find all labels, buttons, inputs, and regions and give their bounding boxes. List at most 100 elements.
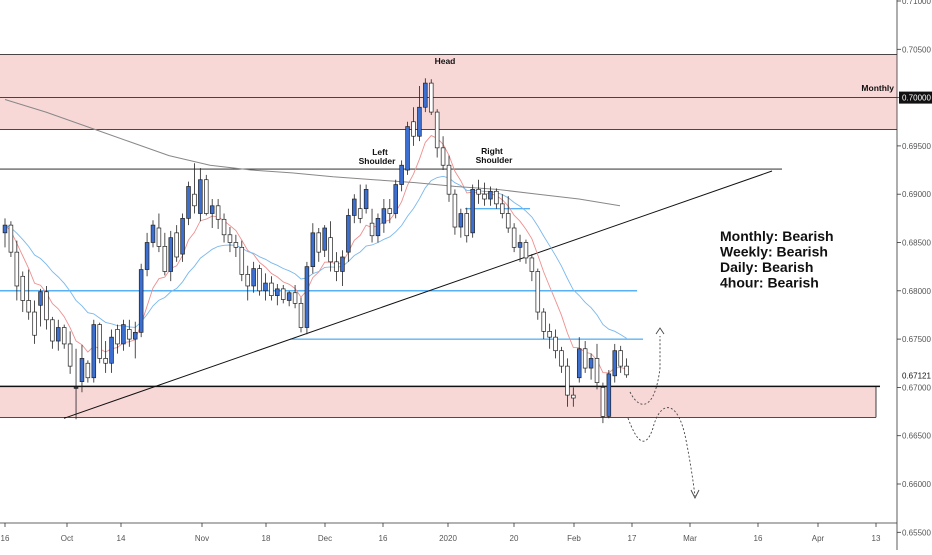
y-tick-label: 0.71000 bbox=[902, 0, 931, 6]
candle-bearish bbox=[14, 251, 20, 287]
candle-bearish bbox=[535, 271, 541, 313]
candle-bearish bbox=[328, 237, 333, 263]
price-label: 0.70000 bbox=[902, 94, 931, 103]
candle-bullish bbox=[144, 242, 150, 270]
candle-bullish bbox=[612, 350, 618, 377]
blue-moving-average bbox=[4, 175, 627, 339]
right-shoulder-label: Shoulder bbox=[476, 155, 514, 165]
right-shoulder-label: Right bbox=[481, 146, 503, 156]
candle-bullish bbox=[138, 269, 144, 333]
candle-bearish bbox=[85, 362, 91, 379]
x-tick-label: Apr bbox=[812, 534, 825, 543]
candle-bearish bbox=[446, 164, 452, 195]
candle-bullish bbox=[186, 186, 191, 219]
candle-bearish bbox=[26, 300, 31, 313]
candle-bearish bbox=[559, 350, 564, 367]
candle-bearish bbox=[227, 234, 233, 243]
candle-bullish bbox=[310, 232, 316, 267]
candle-bearish bbox=[452, 193, 458, 228]
x-tick-label: 16 bbox=[379, 534, 388, 543]
candle-bearish bbox=[440, 147, 446, 166]
candle-bullish bbox=[488, 190, 493, 200]
y-tick-label: 0.69000 bbox=[902, 190, 931, 199]
y-tick-label: 0.69500 bbox=[902, 142, 931, 151]
forecast-path bbox=[627, 407, 696, 497]
candle-bearish bbox=[594, 358, 600, 383]
candle-bearish bbox=[428, 82, 434, 113]
y-tick-label: 0.65500 bbox=[902, 528, 931, 537]
candle-bullish bbox=[150, 224, 156, 243]
x-tick-label: Mar bbox=[683, 534, 697, 543]
candle-bearish bbox=[245, 274, 250, 287]
candle-bearish bbox=[505, 213, 511, 229]
candle-bearish bbox=[464, 213, 470, 237]
upper-resistance-zone bbox=[0, 54, 897, 130]
forecast-arrow bbox=[655, 327, 665, 335]
x-tick-label: 18 bbox=[262, 534, 271, 543]
candle-bullish bbox=[109, 336, 114, 364]
candle-bearish bbox=[215, 205, 221, 220]
candle-bullish bbox=[381, 208, 387, 224]
y-tick-label: 0.67500 bbox=[902, 335, 931, 344]
x-tick-label: Oct bbox=[61, 534, 74, 543]
candle-bearish bbox=[174, 232, 179, 258]
bias-line: Daily: Bearish bbox=[720, 259, 813, 275]
candle-bullish bbox=[91, 324, 97, 379]
x-tick-label: 2020 bbox=[439, 534, 457, 543]
candle-bearish bbox=[239, 246, 245, 275]
y-tick-label: 0.68500 bbox=[902, 239, 931, 248]
candle-bearish bbox=[298, 303, 304, 328]
y-tick-label: 0.66500 bbox=[902, 432, 931, 441]
candle-bullish bbox=[304, 266, 310, 328]
candle-bullish bbox=[209, 205, 215, 214]
price-label: 0.67121 bbox=[902, 372, 931, 381]
candle-bullish bbox=[79, 358, 85, 382]
y-tick-label: 0.68000 bbox=[902, 287, 931, 296]
candle-bullish bbox=[286, 292, 292, 301]
x-tick-label: Nov bbox=[195, 534, 209, 543]
candle-bearish bbox=[156, 227, 162, 247]
candle-bearish bbox=[192, 193, 197, 207]
candle-bullish bbox=[180, 218, 185, 255]
x-tick-label: 16 bbox=[754, 534, 763, 543]
candle-bearish bbox=[103, 358, 108, 364]
candle-bearish bbox=[292, 292, 298, 304]
candle-bearish bbox=[32, 311, 37, 336]
candle-bearish bbox=[476, 189, 481, 195]
x-tick-label: 17 bbox=[628, 534, 637, 543]
x-tick-label: 16 bbox=[1, 534, 10, 543]
candle-bullish bbox=[458, 213, 464, 228]
candle-bearish bbox=[162, 246, 168, 272]
candle-bullish bbox=[470, 189, 475, 234]
candle-bullish bbox=[346, 215, 351, 253]
candle-bearish bbox=[127, 329, 132, 340]
candle-bullish bbox=[56, 327, 61, 342]
candle-bearish bbox=[233, 242, 239, 248]
left-shoulder-label: Shoulder bbox=[359, 156, 397, 166]
bias-line: 4hour: Bearish bbox=[720, 275, 819, 291]
candle-bearish bbox=[280, 288, 286, 300]
x-tick-label: 13 bbox=[872, 534, 881, 543]
candle-bullish bbox=[417, 106, 422, 137]
candle-bullish bbox=[423, 82, 428, 108]
candle-bearish bbox=[20, 275, 26, 301]
candle-bearish bbox=[269, 282, 274, 296]
candle-bearish bbox=[571, 394, 576, 399]
candle-bearish bbox=[334, 261, 339, 272]
candle-bearish bbox=[547, 331, 552, 338]
y-tick-label: 0.67000 bbox=[902, 383, 931, 392]
candle-bearish bbox=[434, 111, 440, 149]
x-tick-label: Dec bbox=[318, 534, 332, 543]
candle-bearish bbox=[316, 232, 322, 253]
candle-bearish bbox=[511, 227, 517, 248]
candle-bearish bbox=[529, 257, 535, 272]
left-shoulder-label: Left bbox=[372, 147, 388, 157]
candle-bullish bbox=[340, 256, 345, 272]
candle-bearish bbox=[204, 179, 209, 214]
candle-bearish bbox=[8, 224, 14, 253]
candle-bearish bbox=[50, 319, 55, 342]
slow-moving-average bbox=[4, 99, 621, 207]
candle-bearish bbox=[221, 218, 227, 236]
candle-bearish bbox=[411, 121, 416, 137]
